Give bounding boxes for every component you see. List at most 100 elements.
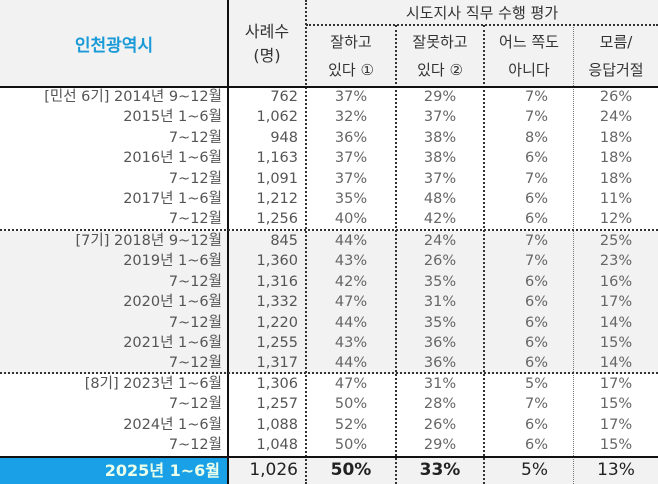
pct-good: 47% (334, 376, 368, 392)
latest-pct-good: 50% (330, 460, 372, 480)
pct-bad: 35% (423, 314, 457, 331)
pct-bad: 24% (423, 233, 457, 249)
pct-neither: 6% (524, 416, 548, 433)
pct-neither: 6% (524, 211, 548, 228)
pct-neither: 7% (524, 233, 548, 249)
pct-good: 43% (334, 253, 368, 270)
sample-count: 845 (270, 233, 298, 249)
pct-good: 35% (334, 191, 368, 207)
pct-neither: 6% (524, 273, 548, 290)
table-row: 7~12월 1,220 44% 35% 6% 14% (0, 313, 658, 333)
col-header-neither: 어느 쪽도 아니다 (484, 25, 574, 87)
table-row: 2017년 1~6월 1,212 35% 48% 6% 11% (0, 189, 658, 209)
pct-dont-know: 15% (599, 335, 633, 351)
col-header-bad: 잘못하고 있다 ② (396, 25, 484, 87)
table-row: 2024년 1~6월 1,088 52% 26% 6% 17% (0, 415, 658, 435)
latest-pct-neither: 5% (521, 460, 548, 480)
col-header-bad-line2: 있다 ② (417, 61, 463, 79)
period-label: 2015년 1~6월 (123, 109, 222, 126)
table-row: 7~12월 1,256 40% 42% 6% 12% (0, 209, 658, 229)
table-row: [7기] 2018년 9~12월 845 44% 24% 7% 25% (0, 231, 658, 251)
pct-bad: 37% (423, 109, 457, 126)
pct-bad: 42% (423, 211, 457, 228)
pct-good: 47% (334, 294, 368, 311)
pct-good: 52% (334, 416, 368, 433)
divider-count-good (305, 0, 307, 484)
table-row: 2020년 1~6월 1,332 47% 31% 6% 17% (0, 292, 658, 312)
pct-neither: 6% (524, 150, 548, 167)
pct-dont-know: 23% (599, 253, 633, 270)
sample-count: 1,316 (256, 273, 298, 290)
sample-count: 1,088 (256, 416, 298, 433)
table-row: 2015년 1~6월 1,062 32% 37% 7% 24% (0, 107, 658, 127)
pct-good: 32% (334, 109, 368, 126)
divider-good-bad (395, 25, 397, 484)
sample-count: 1,317 (256, 355, 298, 372)
pct-neither: 8% (524, 129, 548, 146)
sample-count: 1,332 (256, 294, 298, 311)
pct-neither: 7% (524, 253, 548, 270)
pct-dont-know: 12% (599, 211, 633, 228)
period-label: [8기] 2023년 1~6월 (84, 376, 222, 392)
term7-band (0, 231, 658, 374)
latest-period-label: 2025년 1~6월 (0, 457, 228, 484)
pct-dont-know: 26% (599, 89, 633, 105)
count-header: 사례수 (명) (228, 0, 306, 87)
pct-good: 37% (334, 170, 368, 187)
period-label: 2017년 1~6월 (123, 191, 222, 207)
pct-dont-know: 17% (599, 294, 633, 311)
pct-neither: 7% (524, 89, 548, 105)
period-label: 2019년 1~6월 (123, 253, 222, 270)
header-bottom-rule (0, 86, 658, 88)
divider-bad-neither (483, 25, 485, 484)
pct-bad: 36% (423, 335, 457, 351)
table-row: [8기] 2023년 1~6월 1,306 47% 31% 5% 17% (0, 374, 658, 394)
pct-bad: 38% (423, 129, 457, 146)
latest-pct-bad: 33% (419, 460, 461, 480)
col-header-dont-know: 모름/ 응답거절 (574, 25, 658, 87)
pct-bad: 37% (423, 170, 457, 187)
period-label: 7~12월 (168, 273, 222, 290)
latest-top-rule (0, 456, 658, 458)
sample-count: 1,048 (256, 437, 298, 454)
sample-count: 762 (270, 89, 298, 105)
latest-sample-count: 1,026 (249, 460, 298, 480)
pct-bad: 31% (423, 294, 457, 311)
period-label: 7~12월 (168, 355, 222, 372)
evaluation-group-title: 시도지사 직무 수행 평가 (405, 4, 559, 22)
pct-bad: 29% (423, 437, 457, 454)
region-title: 인천광역시 (74, 36, 154, 56)
period-label: [민선 6기] 2014년 9~12월 (44, 89, 222, 105)
pct-dont-know: 15% (599, 437, 633, 454)
pct-good: 37% (334, 89, 368, 105)
pct-good: 44% (334, 355, 368, 372)
pct-dont-know: 18% (599, 129, 633, 146)
pct-bad: 35% (423, 273, 457, 290)
pct-dont-know: 17% (599, 376, 633, 392)
period-label: 7~12월 (168, 437, 222, 454)
term-divider-7 (0, 229, 658, 231)
pct-good: 40% (334, 211, 368, 228)
pct-dont-know: 18% (599, 170, 633, 187)
pct-dont-know: 15% (599, 396, 633, 413)
table-row: 7~12월 1,091 37% 37% 7% 18% (0, 169, 658, 189)
pct-neither: 6% (524, 314, 548, 331)
table-row: 7~12월 1,257 50% 28% 7% 15% (0, 394, 658, 414)
table-row: 2021년 1~6월 1,255 43% 36% 6% 15% (0, 333, 658, 353)
pct-bad: 48% (423, 191, 457, 207)
period-label: 2016년 1~6월 (123, 150, 222, 167)
pct-dont-know: 25% (599, 233, 633, 249)
table-row: [민선 6기] 2014년 9~12월 762 37% 29% 7% 26% (0, 87, 658, 107)
pct-bad: 36% (423, 355, 457, 372)
table-row: 2016년 1~6월 1,163 37% 38% 6% 18% (0, 148, 658, 168)
sample-count: 1,212 (256, 191, 298, 207)
pct-dont-know: 14% (599, 314, 633, 331)
sample-count: 1,220 (256, 314, 298, 331)
period-label: 7~12월 (168, 170, 222, 187)
pct-neither: 7% (524, 396, 548, 413)
pct-good: 37% (334, 150, 368, 167)
pct-good: 36% (334, 129, 368, 146)
table-row: 7~12월 1,048 50% 29% 6% 15% (0, 435, 658, 455)
divider-neither-dk (573, 25, 574, 484)
